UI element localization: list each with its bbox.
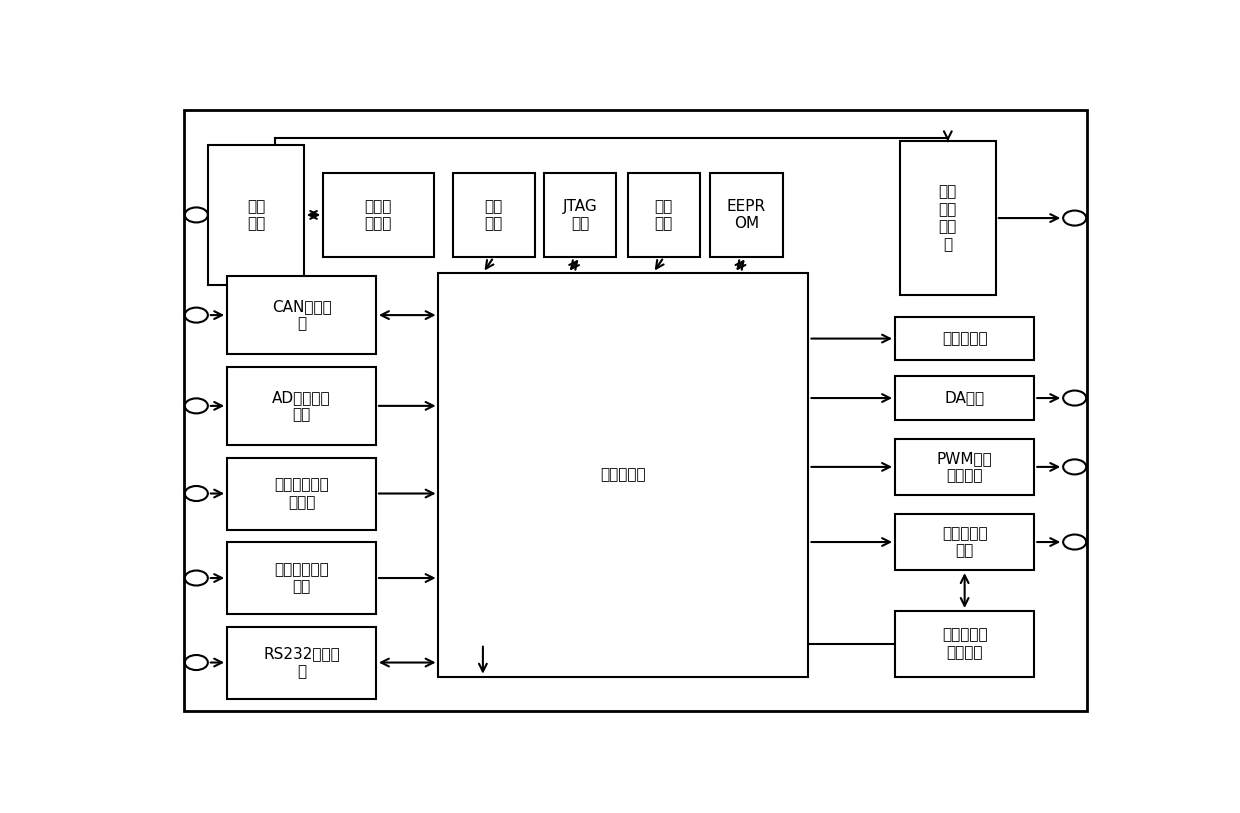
Text: JTAG
接口: JTAG 接口 <box>563 198 598 231</box>
Text: EEPR
OM: EEPR OM <box>727 198 766 231</box>
Text: 开关量信号处
理模块: 开关量信号处 理模块 <box>274 477 329 510</box>
Text: AD信号处理
模块: AD信号处理 模块 <box>273 389 331 422</box>
Text: PWM信号
驱动模块: PWM信号 驱动模块 <box>936 450 992 483</box>
Bar <box>895 439 1034 495</box>
Bar <box>895 317 1034 360</box>
Bar <box>900 141 996 295</box>
Text: 大功率驱动
模块: 大功率驱动 模块 <box>942 526 987 559</box>
Bar <box>544 172 616 257</box>
Bar <box>227 627 376 698</box>
Text: CAN通信模
块: CAN通信模 块 <box>272 299 331 332</box>
Bar <box>453 172 534 257</box>
Bar <box>711 172 782 257</box>
Text: 传感
器供
电电
源: 传感 器供 电电 源 <box>939 185 957 252</box>
Bar <box>324 172 434 257</box>
Text: RS232通信模
块: RS232通信模 块 <box>263 646 340 679</box>
Bar <box>439 273 808 676</box>
Text: 复位
电路: 复位 电路 <box>655 198 673 231</box>
Text: DA模块: DA模块 <box>945 390 985 406</box>
Text: 系统
电源: 系统 电源 <box>247 198 265 231</box>
Text: 掉电延
迟模块: 掉电延 迟模块 <box>365 198 392 231</box>
Bar <box>208 145 304 285</box>
Bar <box>895 611 1034 676</box>
Bar <box>227 542 376 614</box>
Bar <box>895 514 1034 570</box>
Text: 运行指示灯: 运行指示灯 <box>942 331 987 346</box>
Bar <box>227 367 376 445</box>
Text: 晶振
电路: 晶振 电路 <box>485 198 503 231</box>
Bar <box>227 276 376 354</box>
Text: 中央处理器: 中央处理器 <box>600 467 646 482</box>
Bar <box>227 458 376 529</box>
Bar <box>895 376 1034 420</box>
Text: 故障检测及
保护模块: 故障检测及 保护模块 <box>942 628 987 660</box>
Bar <box>627 172 699 257</box>
Text: 频率信号处理
模块: 频率信号处理 模块 <box>274 562 329 594</box>
